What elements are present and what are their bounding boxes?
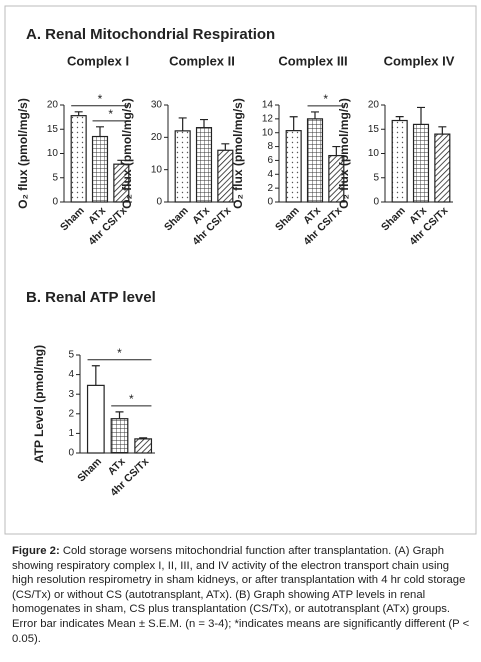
- y-tick-label: 10: [151, 164, 163, 175]
- error-bar: [178, 117, 187, 131]
- bar: [412, 123, 430, 203]
- y-axis-label: O₂ flux (pmol/mg/s): [231, 98, 245, 209]
- y-tick-label: 20: [368, 100, 380, 111]
- x-tick-label: Sham: [162, 205, 191, 234]
- y-tick-label: 0: [156, 197, 162, 208]
- error-bar: [311, 111, 319, 119]
- error-bar: [200, 118, 208, 128]
- y-tick-label: 1: [68, 428, 74, 439]
- y-tick-label: 4: [68, 369, 74, 380]
- error-bar: [221, 143, 230, 151]
- chart-title: Complex III: [278, 53, 347, 68]
- y-tick-label: 0: [373, 197, 379, 208]
- x-tick-label: Sham: [273, 205, 302, 234]
- error-bar: [332, 145, 341, 156]
- bar: [70, 115, 87, 203]
- bar: [91, 135, 109, 203]
- y-tick-label: 3: [68, 389, 74, 400]
- y-tick-label: 5: [68, 350, 74, 361]
- error-bar: [117, 159, 126, 165]
- figure-border: [4, 5, 477, 535]
- bar: [391, 119, 408, 203]
- bar: [195, 127, 213, 203]
- chart-title: Complex IV: [384, 53, 455, 68]
- chart-title: Complex I: [67, 53, 129, 68]
- x-tick-label: Sham: [58, 205, 87, 234]
- significance-label: *: [108, 107, 113, 121]
- y-tick-label: 20: [47, 100, 59, 111]
- bar: [306, 118, 324, 203]
- figure: A. Renal Mitochondrial Respiration B. Re…: [4, 5, 477, 535]
- bar: [110, 418, 129, 454]
- y-tick-label: 0: [267, 197, 273, 208]
- y-tick-label: 20: [151, 132, 163, 143]
- error-bar: [139, 437, 148, 439]
- chart-title: Complex II: [169, 53, 235, 68]
- y-tick-label: 2: [68, 408, 74, 419]
- y-tick-label: 15: [47, 124, 59, 135]
- x-tick-label: Sham: [379, 205, 408, 234]
- y-tick-label: 0: [68, 448, 74, 459]
- y-tick-label: 6: [267, 155, 273, 166]
- significance-label: *: [117, 346, 122, 360]
- y-tick-label: 10: [368, 148, 380, 159]
- panel-title: B. Renal ATP level: [26, 289, 156, 306]
- y-axis-label: ATP Level (pmol/mg): [32, 345, 46, 463]
- y-tick-label: 10: [262, 127, 274, 138]
- significance-label: *: [323, 92, 328, 106]
- y-tick-label: 5: [373, 172, 379, 183]
- bar: [285, 130, 302, 203]
- error-bar: [115, 411, 124, 419]
- y-tick-label: 15: [368, 124, 380, 135]
- caption-label: Figure 2:: [12, 545, 60, 557]
- caption-text: Cold storage worsens mitochondrial funct…: [12, 545, 470, 645]
- y-axis-label: O₂ flux (pmol/mg/s): [337, 98, 351, 209]
- error-bar: [74, 111, 83, 116]
- y-tick-label: 12: [262, 113, 274, 124]
- y-tick-label: 0: [52, 197, 58, 208]
- error-bar: [438, 126, 447, 135]
- error-bar: [96, 126, 104, 137]
- bar: [434, 133, 451, 203]
- error-bar: [91, 365, 100, 386]
- bar: [86, 384, 105, 454]
- y-tick-label: 10: [47, 148, 59, 159]
- y-tick-label: 5: [52, 172, 58, 183]
- error-bar: [417, 106, 425, 125]
- y-tick-label: 30: [151, 100, 163, 111]
- bar: [174, 130, 191, 203]
- panel-title: A. Renal Mitochondrial Respiration: [26, 26, 275, 43]
- y-tick-label: 14: [262, 100, 274, 111]
- y-tick-label: 2: [267, 183, 273, 194]
- error-bar: [289, 116, 298, 131]
- caption: Figure 2: Cold storage worsens mitochond…: [12, 544, 472, 646]
- x-tick-label: Sham: [75, 456, 104, 485]
- y-tick-label: 8: [267, 141, 273, 152]
- error-bar: [395, 116, 404, 121]
- y-tick-label: 4: [267, 169, 273, 180]
- significance-label: *: [98, 92, 103, 106]
- bar: [134, 438, 153, 454]
- significance-label: *: [129, 392, 134, 406]
- y-axis-label: O₂ flux (pmol/mg/s): [16, 98, 30, 209]
- y-axis-label: O₂ flux (pmol/mg/s): [120, 98, 134, 209]
